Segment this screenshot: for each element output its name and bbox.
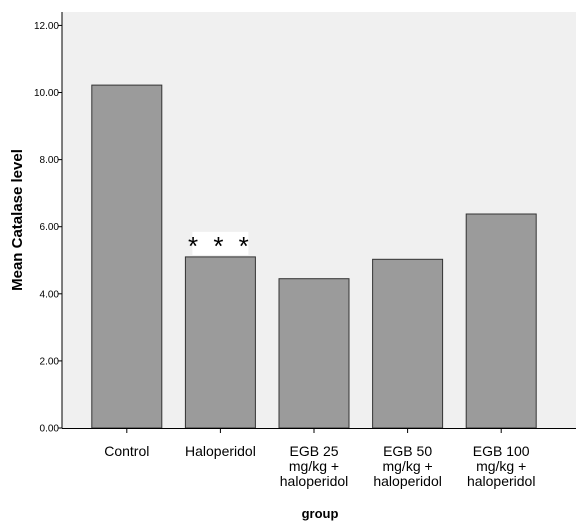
- axis-layer: [58, 12, 576, 433]
- y-tick-label: 10.00: [34, 88, 59, 99]
- x-tick-label-line: haloperidol: [373, 473, 442, 489]
- x-tick-label: Control: [104, 443, 149, 459]
- x-tick-label-line: mg/kg +: [476, 458, 526, 474]
- bar: [184, 256, 256, 429]
- x-tick-label-line: Haloperidol: [185, 443, 256, 459]
- x-tick-label: Haloperidol: [185, 443, 256, 459]
- y-tick-label: 8.00: [40, 155, 60, 166]
- x-tick-label-line: mg/kg +: [382, 458, 432, 474]
- y-tick-label: 4.00: [40, 289, 60, 300]
- x-tick-label-line: EGB 50: [383, 443, 432, 459]
- y-tick-label: 6.00: [40, 222, 60, 233]
- significance-label: * * *: [188, 231, 253, 261]
- x-tick-label: EGB 25 mg/kg + haloperidol: [280, 443, 349, 489]
- bar: [278, 278, 350, 429]
- annotation-background: [192, 231, 249, 255]
- y-tick-label: 0.00: [40, 424, 60, 435]
- x-tick-labels: Control Haloperidol EGB 25 mg/kg + haloperid…: [104, 443, 535, 489]
- x-tick-label-line: haloperidol: [467, 473, 536, 489]
- y-tick-label: 12.00: [34, 21, 59, 32]
- bar: [372, 258, 444, 429]
- x-tick-label-line: Control: [104, 443, 149, 459]
- x-tick-label: EGB 50 mg/kg + haloperidol: [373, 443, 442, 489]
- bars-layer: [91, 84, 537, 429]
- x-tick-label: EGB 100 mg/kg + haloperidol: [467, 443, 536, 489]
- y-axis-label: Mean Catalase level: [9, 149, 26, 291]
- bar: [91, 84, 163, 429]
- y-tick-labels: 0.00 2.00 4.00 6.00 8.00 10.00 12.00: [34, 21, 59, 435]
- bar: [465, 213, 537, 429]
- annotations: * * *: [188, 231, 253, 261]
- x-tick-label-line: haloperidol: [280, 473, 349, 489]
- x-tick-label-line: EGB 100: [473, 443, 530, 459]
- x-axis-label: group: [302, 506, 339, 521]
- x-tick-label-line: mg/kg +: [289, 458, 339, 474]
- x-tick-label-line: EGB 25: [289, 443, 338, 459]
- y-tick-label: 2.00: [40, 356, 60, 367]
